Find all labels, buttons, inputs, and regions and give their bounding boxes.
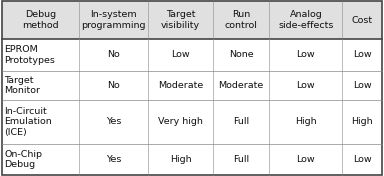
Text: High: High (295, 117, 317, 126)
Bar (79, 144, 148, 175)
Text: On-Chip
Debug: On-Chip Debug (4, 150, 42, 169)
Text: EPROM
Prototypes: EPROM Prototypes (4, 45, 55, 65)
Text: Yes: Yes (106, 117, 121, 126)
Bar (343, 1, 382, 39)
Text: Moderate: Moderate (218, 81, 264, 90)
Text: Target
Monitor: Target Monitor (4, 76, 40, 95)
Bar (148, 100, 213, 144)
Bar (269, 1, 343, 39)
Text: Very high: Very high (158, 117, 203, 126)
Text: High: High (170, 155, 191, 164)
Bar (2, 144, 79, 175)
Text: Low: Low (353, 81, 372, 90)
Text: No: No (107, 51, 120, 59)
Bar (148, 144, 213, 175)
Text: Moderate: Moderate (158, 81, 203, 90)
Bar (269, 39, 343, 71)
Text: Target
visibility: Target visibility (161, 10, 200, 30)
Bar (213, 1, 269, 39)
Bar (213, 71, 269, 100)
Text: Yes: Yes (106, 155, 121, 164)
Bar (269, 71, 343, 100)
Text: In-system
programming: In-system programming (81, 10, 146, 30)
Text: Analog
side-effects: Analog side-effects (278, 10, 334, 30)
Bar (213, 144, 269, 175)
Bar (213, 100, 269, 144)
Bar (2, 71, 79, 100)
Text: Low: Low (296, 155, 315, 164)
Text: None: None (229, 51, 253, 59)
Bar (148, 71, 213, 100)
Bar (2, 39, 79, 71)
Text: Low: Low (296, 51, 315, 59)
Bar (269, 100, 343, 144)
Bar (343, 39, 382, 71)
Bar (2, 100, 79, 144)
Bar (343, 100, 382, 144)
Bar (343, 144, 382, 175)
Bar (148, 1, 213, 39)
Text: Full: Full (233, 155, 249, 164)
Bar (79, 39, 148, 71)
Bar (2, 1, 79, 39)
Text: Low: Low (353, 51, 372, 59)
Text: High: High (351, 117, 373, 126)
Text: Cost: Cost (352, 16, 373, 25)
Text: Low: Low (171, 51, 190, 59)
Text: No: No (107, 81, 120, 90)
Text: Run
control: Run control (225, 10, 258, 30)
Bar (79, 71, 148, 100)
Bar (343, 71, 382, 100)
Bar (148, 39, 213, 71)
Bar (79, 1, 148, 39)
Bar (79, 100, 148, 144)
Text: Low: Low (296, 81, 315, 90)
Bar (213, 39, 269, 71)
Bar (269, 144, 343, 175)
Text: In-Circuit
Emulation
(ICE): In-Circuit Emulation (ICE) (4, 107, 52, 137)
Text: Debug
method: Debug method (22, 10, 59, 30)
Text: Full: Full (233, 117, 249, 126)
Text: Low: Low (353, 155, 372, 164)
